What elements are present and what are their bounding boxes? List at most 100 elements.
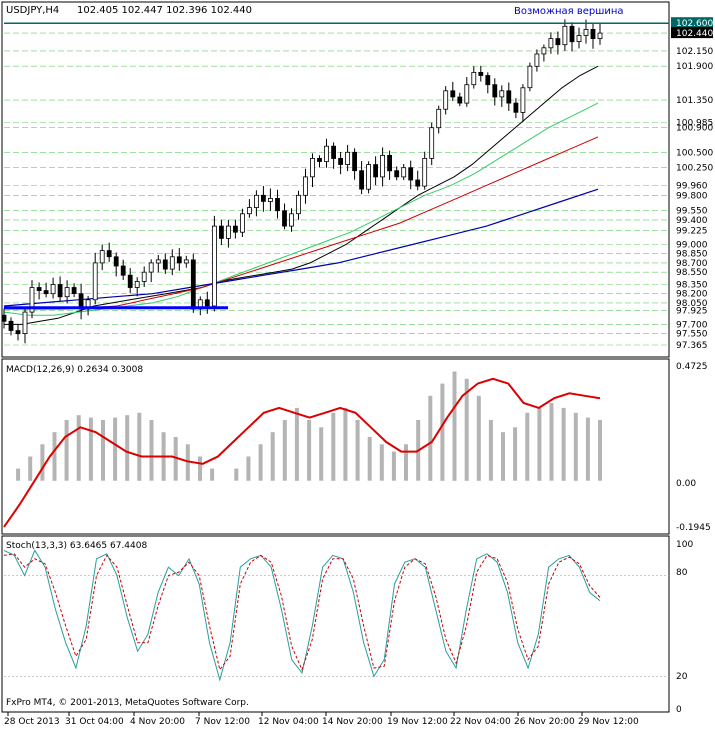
time-axis-label: 28 Oct 2013	[4, 717, 60, 727]
main-price-panel[interactable]	[1, 1, 670, 358]
candle-body	[127, 274, 133, 288]
macd-bar	[343, 407, 348, 481]
candlesticks	[1, 19, 603, 344]
macd-bar	[331, 412, 336, 481]
candle-body	[57, 284, 63, 298]
macd-bar	[64, 420, 69, 481]
candle-body	[401, 167, 407, 178]
macd-bar	[428, 395, 433, 481]
macd-bar	[573, 412, 578, 481]
macd-bar	[270, 432, 275, 481]
candle-body	[359, 170, 365, 190]
macd-bar	[282, 420, 287, 481]
macd-bar	[379, 444, 384, 481]
candle-body	[394, 170, 400, 178]
candle-body	[275, 197, 280, 212]
macd-bar	[52, 432, 57, 481]
macd-bar	[234, 468, 239, 481]
candle-body	[415, 179, 421, 187]
macd-bar	[16, 468, 21, 481]
macd-bar	[537, 407, 542, 481]
candle-body	[22, 311, 28, 335]
candle-body	[162, 259, 168, 270]
macd-bar	[476, 395, 481, 481]
macd-bar	[307, 420, 312, 481]
candle-body	[338, 157, 344, 165]
price-scale-label: 99.000	[676, 241, 708, 251]
price-scale-label: 102.150	[676, 47, 713, 57]
candle-body	[8, 320, 14, 331]
stoch-main-line	[3, 549, 601, 682]
macd-bar	[198, 456, 202, 481]
macd-scale-top: 0.4725	[676, 362, 708, 372]
candle-body	[485, 75, 491, 86]
copyright-text: FxPro MT4, © 2001-2013, MetaQuotes Softw…	[6, 698, 249, 708]
candle-body	[106, 250, 112, 258]
price-scale-label: 101.350	[676, 96, 713, 106]
macd-bar	[404, 444, 408, 481]
price-scale-label: 99.550	[676, 207, 708, 217]
macd-bar	[464, 378, 469, 481]
candle-body	[429, 127, 435, 159]
price-scale-label: 98.050	[676, 299, 708, 309]
candle-body	[176, 256, 182, 264]
price-scale-label: 99.400	[676, 216, 708, 226]
stoch-panel[interactable]	[1, 535, 670, 713]
candle-body	[373, 164, 379, 178]
macd-bar	[525, 412, 530, 481]
candle-body	[597, 32, 603, 39]
macd-bar	[101, 420, 105, 481]
macd-bar	[210, 468, 215, 481]
candle-body	[352, 151, 358, 172]
candle-body	[548, 38, 554, 49]
candle-body	[218, 225, 224, 239]
stoch-scale-80: 80	[676, 568, 688, 578]
candle-body	[260, 194, 266, 202]
candle-body	[590, 28, 596, 39]
macd-bar	[367, 437, 372, 481]
price-scale-label: 99.225	[676, 227, 708, 237]
time-axis-label: 19 Nov 12:00	[387, 717, 448, 727]
candle-body	[120, 265, 126, 276]
candle-body	[190, 259, 196, 310]
macd-bar	[76, 415, 81, 481]
candle-body	[443, 90, 449, 110]
macd-bar	[501, 432, 505, 481]
price-scale-label: 98.550	[676, 268, 708, 278]
candle-body	[148, 262, 154, 273]
candle-body	[555, 38, 561, 46]
candle-body	[317, 157, 322, 162]
stoch-label: Stoch(13,3,3) 63.6465 67.4408	[6, 541, 147, 551]
price-scale-label: 100.500	[676, 148, 713, 158]
stoch-signal-line	[3, 553, 601, 672]
macd-label: MACD(12,26,9) 0.2634 0.3008	[6, 365, 143, 375]
macd-bar	[452, 371, 457, 481]
macd-bar	[488, 420, 493, 481]
stoch-scale-0: 0	[676, 705, 682, 715]
macd-bar	[549, 403, 554, 481]
candle-body	[183, 259, 189, 264]
price-scale-label: 100.985	[676, 119, 713, 129]
candle-body	[583, 28, 589, 36]
candle-body	[562, 25, 568, 46]
price-scale-label: 97.925	[676, 307, 708, 317]
candle-body	[387, 154, 393, 172]
candle-body	[1, 314, 7, 322]
candle-body	[478, 72, 484, 76]
candle-body	[36, 287, 42, 291]
macd-bar	[513, 427, 518, 481]
candle-body	[204, 299, 210, 307]
macd-bar	[258, 444, 263, 481]
time-axis-label: 4 Nov 20:00	[130, 717, 185, 727]
candle-body	[113, 256, 119, 267]
candle-body	[436, 108, 442, 129]
candle-body	[225, 225, 231, 239]
candle-body	[464, 84, 470, 104]
macd-bar	[391, 451, 396, 481]
macd-bar	[28, 456, 33, 481]
candle-body	[450, 90, 456, 98]
candle-body	[576, 35, 582, 42]
candle-body	[92, 262, 98, 301]
